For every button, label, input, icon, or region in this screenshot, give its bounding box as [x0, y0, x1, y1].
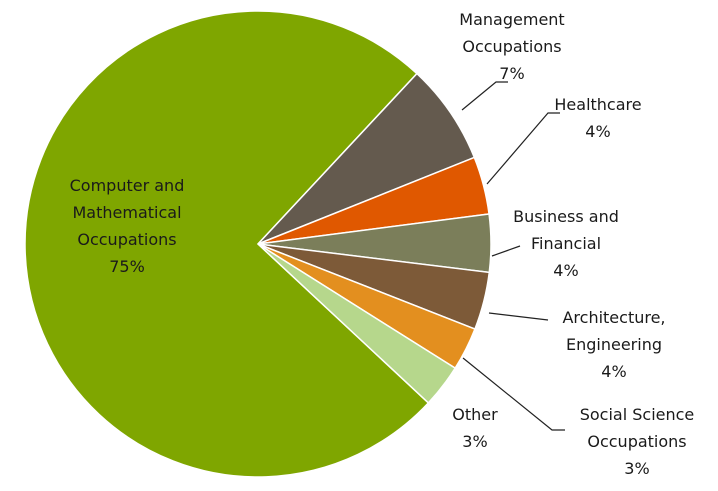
leader-line: [462, 357, 565, 431]
slice-value: 3%: [624, 459, 650, 478]
leader-line: [488, 312, 549, 321]
slice-label: Other 3%: [440, 401, 510, 455]
slice-value: 3%: [462, 432, 488, 451]
slice-label: Business and Financial 4%: [501, 203, 631, 284]
slice-value: 4%: [553, 261, 579, 280]
leader-line: [461, 81, 508, 111]
slice-label: Social Science Occupations 3%: [562, 401, 712, 482]
leader-line: [486, 112, 560, 185]
slice-value: 4%: [601, 362, 627, 381]
pie-slice: [257, 243, 457, 404]
slice-label: Architecture, Engineering 4%: [544, 304, 684, 385]
slice-name: Other: [452, 405, 498, 424]
leader-line: [491, 245, 521, 257]
slice-name: Social Science Occupations: [579, 405, 695, 451]
slice-name: Management Occupations: [459, 10, 565, 56]
slice-value: 75%: [109, 257, 145, 276]
slice-label: Computer and Mathematical Occupations 75%: [62, 172, 192, 280]
slice-value: 4%: [585, 122, 611, 141]
slice-name: Architecture, Engineering: [562, 308, 666, 354]
slice-value: 7%: [499, 64, 525, 83]
slice-name: Computer and Mathematical Occupations: [69, 176, 185, 249]
slice-label: Healthcare 4%: [538, 91, 658, 145]
slices: [24, 10, 492, 478]
slice-name: Business and Financial: [513, 207, 619, 253]
slice-label: Management Occupations 7%: [442, 6, 582, 87]
pie-slice: [24, 10, 430, 478]
pie-slice: [257, 72, 476, 245]
slice-name: Healthcare: [554, 95, 642, 114]
